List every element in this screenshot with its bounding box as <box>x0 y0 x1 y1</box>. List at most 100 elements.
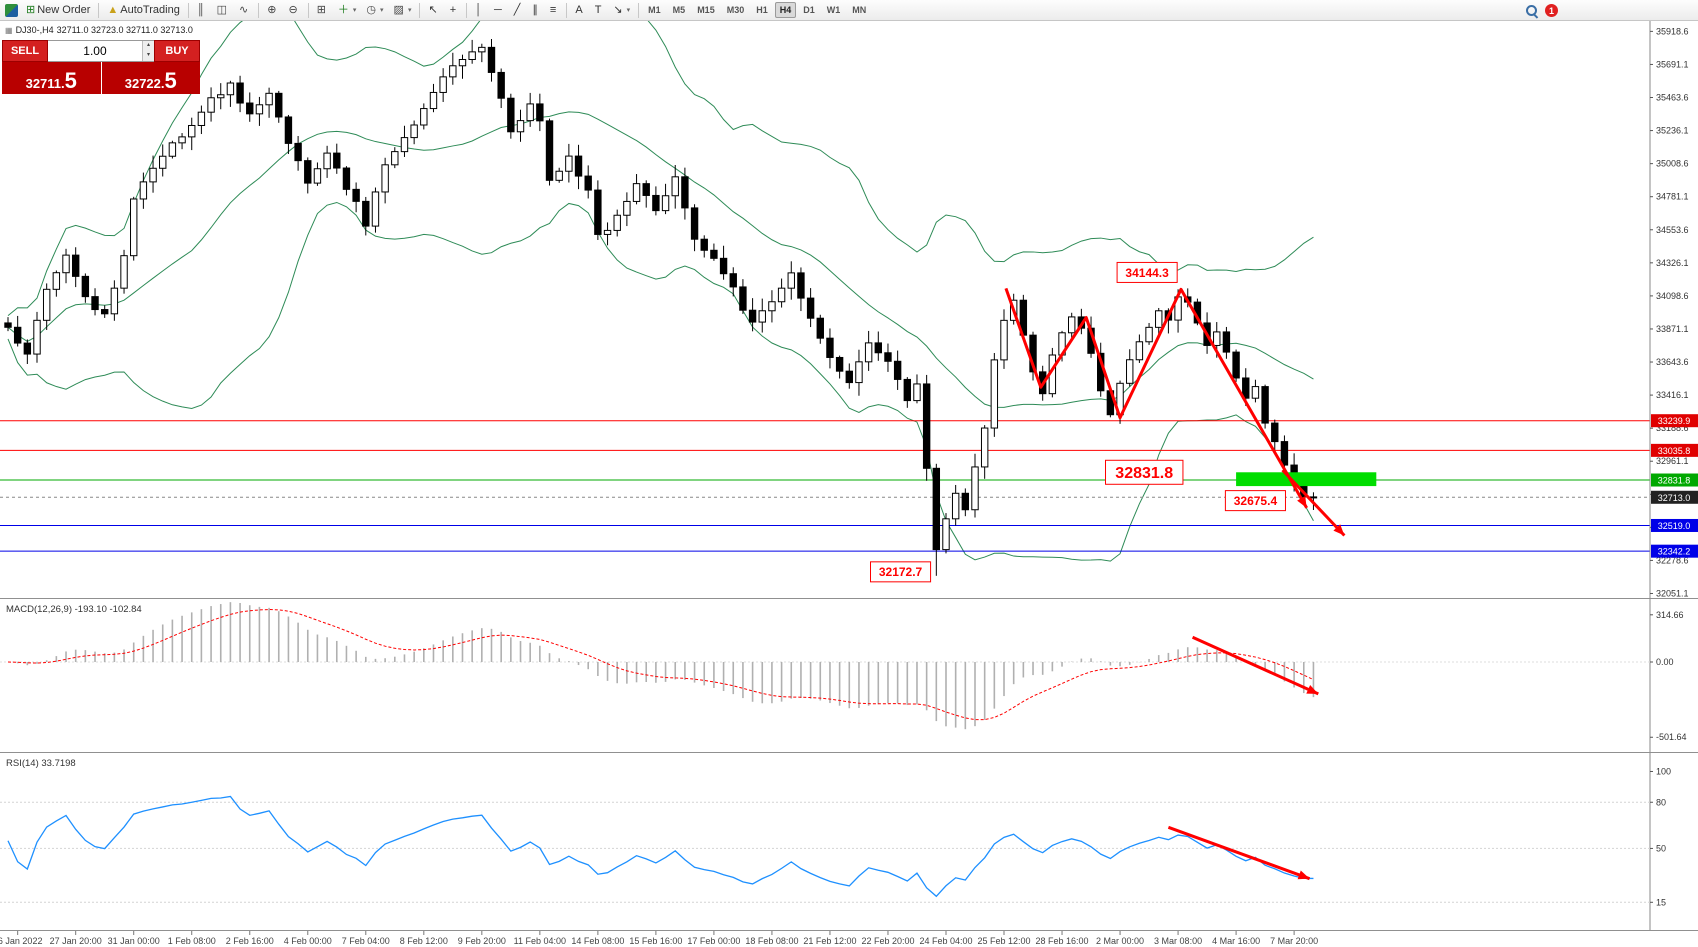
new-chart-caret-icon: ▾ <box>352 7 357 14</box>
volume-input[interactable] <box>48 41 142 61</box>
trendline-icon: ╱ <box>513 3 521 16</box>
timeframe-h1-button[interactable]: H1 <box>756 5 768 15</box>
trade-panel-price-row: 32711. 5 32722. 5 <box>2 62 200 94</box>
svg-text:MACD(12,26,9) -193.10 -102.84: MACD(12,26,9) -193.10 -102.84 <box>6 604 142 615</box>
svg-text:32278.6: 32278.6 <box>1656 555 1689 565</box>
zoom-in-icon: ⊕ <box>267 3 277 16</box>
timeframe-m30-button[interactable]: M30 <box>726 5 745 15</box>
timeframe-m5-button[interactable]: M5 <box>672 5 686 15</box>
horizontal-line-icon: ─ <box>494 3 502 16</box>
bar-chart-icon: ║ <box>196 3 205 16</box>
price-axis: 35918.6 35691.1 35463.6 35236.1 35008.6 34781… <box>1649 21 1698 931</box>
channel-icon[interactable]: ∥ <box>528 1 544 20</box>
svg-text:7 Mar 20:00: 7 Mar 20:00 <box>1270 936 1318 946</box>
text-icon[interactable]: A <box>571 1 588 20</box>
svg-text:22 Feb 20:00: 22 Feb 20:00 <box>861 936 914 946</box>
crosshair-icon: + <box>449 3 457 16</box>
fibonacci-icon[interactable]: ≡ <box>546 1 562 20</box>
candlestick-chart-icon[interactable]: ◫ <box>213 1 233 20</box>
timeframe-d1-button[interactable]: D1 <box>803 5 815 15</box>
svg-text:8 Feb 12:00: 8 Feb 12:00 <box>400 936 448 946</box>
buy-price-big: 5 <box>164 68 177 93</box>
buy-price[interactable]: 32722. 5 <box>100 62 201 94</box>
timeframe-m1-button[interactable]: M1 <box>648 5 661 15</box>
timeframe-h4-button[interactable]: H4 <box>774 2 797 18</box>
horizontal-line-icon[interactable]: ─ <box>490 1 508 20</box>
bar-chart-icon[interactable]: ║ <box>193 1 211 20</box>
zoom-in-icon[interactable]: ⊕ <box>263 1 282 20</box>
autotrading-icon: ▲ <box>107 3 119 16</box>
toolbar-separator <box>187 2 189 18</box>
periods-icon[interactable]: ◷ ▾ <box>362 1 387 20</box>
price-annotations: 34144.3 32831.8 32675.4 32172.7 <box>870 261 1286 583</box>
trade-panel-top-row: SELL ▴ ▾ BUY <box>2 40 200 62</box>
chart-icon: ▦ <box>5 25 13 35</box>
ohlc-text: 32711.0 32723.0 32711.0 32713.0 <box>56 25 193 35</box>
svg-text:33643.6: 33643.6 <box>1656 357 1689 367</box>
svg-text:17 Feb 00:00: 17 Feb 00:00 <box>687 936 740 946</box>
sell-button[interactable]: SELL <box>2 40 48 62</box>
volume-spinner: ▴ ▾ <box>141 41 154 61</box>
zoom-out-icon[interactable]: ⊖ <box>284 1 303 20</box>
svg-text:15: 15 <box>1656 897 1666 907</box>
svg-text:314.66: 314.66 <box>1656 610 1684 620</box>
macd-pane: 314.66 0.00 -501.64 MACD(12,26,9) -193.10 -… <box>0 602 1687 742</box>
candlestick-chart-icon: ◫ <box>216 3 228 16</box>
svg-text:RSI(14) 33.7198: RSI(14) 33.7198 <box>6 758 76 769</box>
sell-price-big: 5 <box>64 68 77 93</box>
buy-button[interactable]: BUY <box>154 40 200 62</box>
svg-text:35691.1: 35691.1 <box>1656 59 1689 69</box>
notification-badge[interactable]: 1 <box>1545 4 1558 17</box>
channel-icon: ∥ <box>532 3 538 16</box>
svg-text:32675.4: 32675.4 <box>1234 494 1278 508</box>
svg-text:2 Mar 00:00: 2 Mar 00:00 <box>1096 936 1144 946</box>
autotrading-button[interactable]: ▲ AutoTrading <box>103 1 183 20</box>
timeframe-m15-button[interactable]: M15 <box>697 5 715 15</box>
fibonacci-icon: ≡ <box>549 3 557 16</box>
svg-text:33416.1: 33416.1 <box>1656 390 1689 400</box>
new-order-icon: ⊞ <box>26 3 36 16</box>
new-order-button[interactable]: ⊞ New Order <box>22 1 94 20</box>
volume-down-icon[interactable]: ▾ <box>142 51 154 61</box>
time-axis: 26 Jan 2022 27 Jan 20:00 31 Jan 00:00 1 Feb… <box>0 931 1318 946</box>
text-label-icon[interactable]: T <box>591 1 608 20</box>
crosshair-icon[interactable]: + <box>446 1 462 20</box>
cursor-icon[interactable]: ↖ <box>424 1 443 20</box>
timeframe-mn-button[interactable]: MN <box>852 5 867 15</box>
svg-text:26 Jan 2022: 26 Jan 2022 <box>0 936 42 946</box>
zoom-out-icon: ⊖ <box>288 3 298 16</box>
timeframe-w1-button[interactable]: W1 <box>826 5 841 15</box>
svg-text:32172.7: 32172.7 <box>879 565 923 579</box>
svg-text:11 Feb 04:00: 11 Feb 04:00 <box>514 936 566 946</box>
vertical-line-icon[interactable]: │ <box>471 1 488 20</box>
svg-text:33188.6: 33188.6 <box>1656 423 1689 433</box>
toolbar-separator <box>98 2 100 18</box>
svg-text:32713.0: 32713.0 <box>1658 493 1691 503</box>
svg-text:32051.1: 32051.1 <box>1656 588 1689 598</box>
svg-text:32831.8: 32831.8 <box>1115 465 1173 482</box>
search-icon[interactable] <box>1524 3 1539 18</box>
toolbar-separator <box>638 2 640 18</box>
trendline-icon[interactable]: ╱ <box>510 1 527 20</box>
svg-text:7 Feb 04:00: 7 Feb 04:00 <box>342 936 390 946</box>
candlesticks <box>4 39 1318 576</box>
tile-windows-icon[interactable]: ⊞ <box>313 1 332 20</box>
new-order-label: New Order <box>37 4 91 16</box>
svg-text:33035.8: 33035.8 <box>1658 446 1691 456</box>
toolbar-separator <box>466 2 468 18</box>
svg-text:50: 50 <box>1656 843 1666 853</box>
horizontal-lines <box>0 420 1650 552</box>
arrows-tool-icon: ↘ <box>613 3 623 16</box>
line-chart-icon: ∿ <box>239 3 249 16</box>
periods-caret-icon: ▾ <box>380 7 384 14</box>
sell-price[interactable]: 32711. 5 <box>2 62 101 94</box>
line-chart-icon[interactable]: ∿ <box>235 1 254 20</box>
templates-icon[interactable]: ▨ ▾ <box>390 1 416 20</box>
arrows-tool-icon[interactable]: ↘ ▾ <box>609 1 634 20</box>
periods-icon: ◷ <box>366 3 377 16</box>
one-click-trading-panel: SELL ▴ ▾ BUY 32711. 5 32722. 5 <box>2 40 200 94</box>
new-chart-icon[interactable]: ＋ ▾ <box>334 1 361 20</box>
volume-up-icon[interactable]: ▴ <box>142 41 154 51</box>
svg-text:28 Feb 16:00: 28 Feb 16:00 <box>1036 936 1089 946</box>
